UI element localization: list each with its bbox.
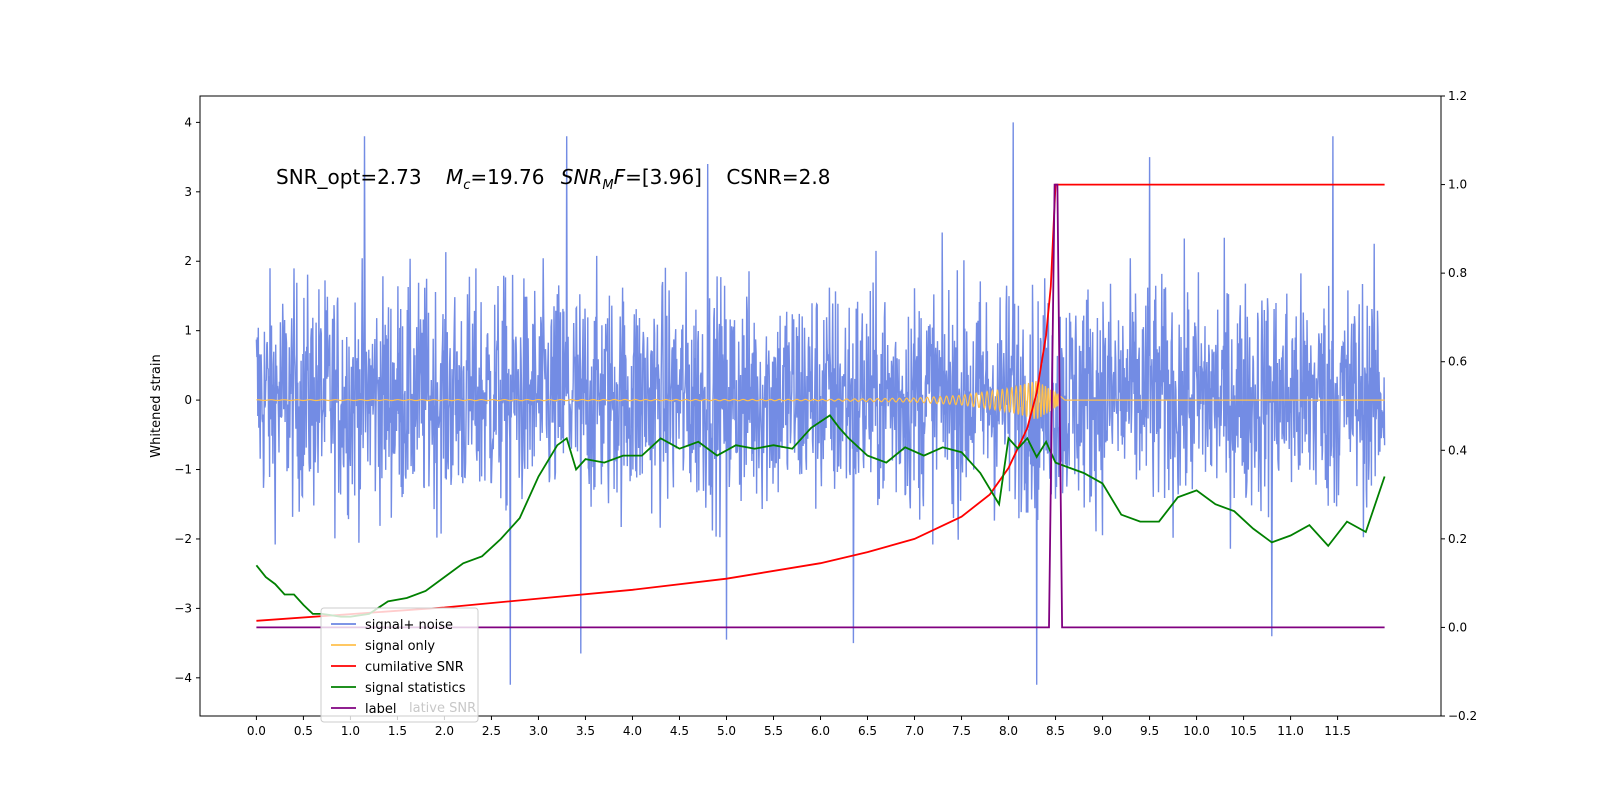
y-axis-right: −0.2 0.0 0.2 0.4 0.6 0.8 1.0 1.2 (1441, 89, 1477, 723)
x-tick-label: 3.0 (529, 724, 548, 738)
x-tick-label: 7.0 (905, 724, 924, 738)
y-tick-left-label: 1 (184, 324, 192, 338)
y-tick-left-label: −2 (174, 532, 192, 546)
x-tick-label: 8.5 (1046, 724, 1065, 738)
y-tick-right-label: 0.0 (1448, 620, 1467, 634)
legend-label: cumilative SNR (365, 660, 464, 675)
y-tick-left-label: −4 (174, 671, 192, 685)
series-cumulative-snr (256, 183, 1385, 622)
y-tick-right-label: 0.2 (1448, 532, 1467, 546)
annotation-snr-mf-subscript: M (602, 178, 613, 193)
y-tick-right-label: −0.2 (1448, 709, 1477, 723)
annotation-mc-value: =19.76 (470, 165, 544, 189)
y-tick-right-label: 1.2 (1448, 89, 1467, 103)
x-tick-label: 9.5 (1140, 724, 1159, 738)
legend-ghost-text: lative SNR (409, 701, 476, 716)
series-layer (255, 122, 1386, 685)
x-tick-label: 1.0 (341, 724, 360, 738)
y-tick-right-label: 0.4 (1448, 443, 1467, 457)
x-tick-label: 6.0 (811, 724, 830, 738)
y-tick-left-label: 0 (184, 393, 192, 407)
x-tick-label: 5.0 (717, 724, 736, 738)
x-tick-label: 10.0 (1183, 724, 1210, 738)
annotation-snr-mf-symbol: SNR (561, 165, 603, 189)
y-tick-right-label: 0.8 (1448, 266, 1467, 280)
x-tick-label: 0.0 (247, 724, 266, 738)
x-tick-label: 0.5 (294, 724, 313, 738)
x-tick-label: 2.5 (482, 724, 501, 738)
legend-label: signal only (365, 639, 435, 654)
x-tick-label: 1.5 (388, 724, 407, 738)
x-tick-label: 11.5 (1324, 724, 1351, 738)
y-axis-left-label: Whitened strain (149, 354, 164, 457)
series-signal-only (256, 381, 1385, 419)
x-tick-label: 4.0 (623, 724, 642, 738)
y-tick-left-label: 3 (184, 185, 192, 199)
x-tick-label: 10.5 (1230, 724, 1257, 738)
x-axis: 0.0 0.5 1.0 1.5 2.0 2.5 3.0 3.5 4.0 4.5 5.0 5.5 6.0 6… (247, 716, 1351, 738)
annotation-mc-subscript: c (463, 178, 470, 193)
annotation-snr-opt: SNR_opt=2.73 (276, 165, 422, 189)
legend-label: label (365, 702, 396, 717)
annotation-snr-mf-value: =[3.96] (625, 165, 702, 189)
y-tick-right-label: 1.0 (1448, 178, 1467, 192)
x-tick-label: 11.0 (1277, 724, 1304, 738)
legend-entries: signal+ noise signal only cumilative SNR si… (331, 618, 466, 717)
legend-label: signal statistics (365, 681, 466, 696)
legend: lative SNR signal+ noise signal only cumil… (320, 607, 479, 723)
y-tick-left-label: −3 (174, 601, 192, 615)
x-tick-label: 4.5 (670, 724, 689, 738)
annotation-mc-symbol: M (446, 165, 463, 189)
x-tick-label: 2.0 (435, 724, 454, 738)
x-tick-label: 3.5 (576, 724, 595, 738)
chart-annotation: SNR_opt=2.73 Mc=19.76 SNRMF=[3.96] CSNR=… (276, 165, 830, 193)
y-tick-right-label: 0.6 (1448, 355, 1467, 369)
y-tick-left-label: 4 (184, 115, 192, 129)
legend-box (320, 607, 479, 723)
series-signal-plus-noise (255, 122, 1386, 685)
series-signal-statistics (255, 414, 1386, 618)
y-tick-left-label: −1 (174, 463, 192, 477)
annotation-csnr: CSNR=2.8 (726, 165, 830, 189)
y-axis-left: −4 −3 −2 −1 0 1 2 3 4 (174, 115, 200, 685)
x-tick-label: 9.0 (1093, 724, 1112, 738)
x-tick-label: 7.5 (952, 724, 971, 738)
series-label (256, 183, 1385, 629)
annotation-snr-mf-f: F (614, 165, 626, 189)
x-tick-label: 6.5 (858, 724, 877, 738)
legend-label: signal+ noise (365, 618, 453, 633)
x-tick-label: 5.5 (764, 724, 783, 738)
x-tick-label: 8.0 (999, 724, 1018, 738)
y-tick-left-label: 2 (184, 254, 192, 268)
